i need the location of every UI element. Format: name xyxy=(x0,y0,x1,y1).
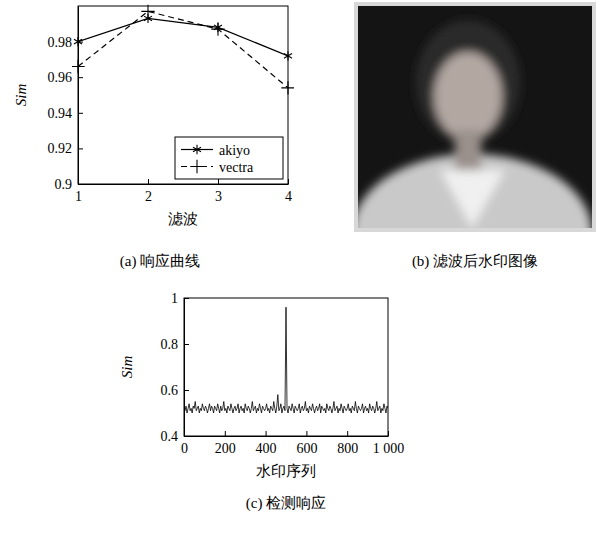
y-tick-mark xyxy=(78,113,83,114)
x-tick: 800 xyxy=(337,431,358,456)
image-panel xyxy=(352,2,596,310)
figure: 1 2 3 4 0.9 0.92 0.94 0.96 0.98 滤波 Sim (a) 响应曲线 akiy… xyxy=(0,0,601,549)
y-tick-label: 0.4 xyxy=(161,429,179,444)
x-tick-mark xyxy=(347,431,348,436)
x-tick-mark xyxy=(218,179,219,184)
x-tick: 600 xyxy=(296,431,317,456)
x-axis: 1 2 3 4 xyxy=(75,179,292,204)
x-tick-label: 800 xyxy=(337,441,358,456)
series-marker xyxy=(141,5,154,18)
caption: (a) 响应曲线 xyxy=(120,253,200,270)
y-tick: 0.92 xyxy=(48,141,84,156)
y-tick-label: 0.6 xyxy=(161,383,179,398)
y-tick-label: 0.9 xyxy=(55,177,73,192)
series-line xyxy=(78,11,288,88)
x-tick-label: 2 xyxy=(145,189,152,204)
y-tick: 0.9 xyxy=(55,177,84,192)
chart-panel: 1 2 3 4 0.9 0.92 0.94 0.96 0.98 滤波 Sim (a) 响应曲线 akiy… xyxy=(13,5,295,270)
plot-frame xyxy=(78,6,288,184)
y-tick-mark xyxy=(184,344,189,345)
x-tick-label: 1 000 xyxy=(373,441,405,456)
x-tick: 4 xyxy=(285,179,292,204)
series-line xyxy=(184,307,388,413)
x-tick-label: 3 xyxy=(215,189,222,204)
y-tick-label: 1 xyxy=(171,291,178,306)
plot-area xyxy=(78,11,288,88)
y-tick: 0.6 xyxy=(161,383,190,398)
x-axis-title: 滤波 xyxy=(168,211,198,227)
x-tick: 2 xyxy=(145,179,152,204)
y-tick-mark xyxy=(184,390,189,391)
series-marker xyxy=(74,37,82,46)
legend-box xyxy=(175,137,283,179)
legend-marker xyxy=(190,160,203,173)
marker-area xyxy=(72,5,294,95)
image-neck xyxy=(455,130,481,170)
x-tick-mark xyxy=(306,431,307,436)
x-tick-label: 1 xyxy=(75,189,82,204)
plot-area xyxy=(184,307,388,413)
x-tick-label: 400 xyxy=(256,441,277,456)
image-collar xyxy=(440,170,505,228)
series-line xyxy=(78,18,288,55)
x-tick: 400 xyxy=(256,431,277,456)
y-tick-label: 0.8 xyxy=(161,337,179,352)
image-face xyxy=(434,52,502,140)
legend: akiyo vectra xyxy=(175,137,283,179)
x-tick: 3 xyxy=(215,179,222,204)
y-axis: 0.9 0.92 0.94 0.96 0.98 xyxy=(48,7,84,192)
y-tick-label: 0.96 xyxy=(48,70,73,85)
legend-marker xyxy=(193,145,201,154)
axis-line xyxy=(185,436,389,437)
chart-panel: 0 200 400 600 800 1 000 0.4 0.6 0.8 1 水印序列 Sim (c) 检… xyxy=(119,291,404,512)
x-tick-mark xyxy=(288,179,289,184)
y-tick: 0.98 xyxy=(48,35,84,50)
caption: (c) 检测响应 xyxy=(246,495,326,512)
y-axis-title: Sim xyxy=(119,356,135,379)
x-axis: 0 200 400 600 800 1 000 xyxy=(181,431,404,456)
y-tick-mark xyxy=(184,436,189,437)
x-tick: 200 xyxy=(215,431,236,456)
y-axis-title: Sim xyxy=(13,84,29,107)
x-tick-mark xyxy=(148,179,149,184)
image-hair xyxy=(416,20,520,144)
y-tick: 0.8 xyxy=(161,337,190,352)
x-tick-label: 0 xyxy=(181,441,188,456)
y-tick-mark xyxy=(184,298,189,299)
x-tick-mark xyxy=(225,431,226,436)
series-marker xyxy=(284,51,292,60)
x-tick-mark xyxy=(266,431,267,436)
y-tick-mark xyxy=(78,77,83,78)
y-tick-label: 0.92 xyxy=(48,141,73,156)
caption: (b) 滤波后水印图像 xyxy=(412,253,538,270)
x-tick-label: 4 xyxy=(285,189,292,204)
series-marker xyxy=(281,81,294,94)
image xyxy=(358,6,592,228)
y-axis: 0.4 0.6 0.8 1 xyxy=(161,291,190,444)
axis-line xyxy=(79,184,289,185)
x-axis-title: 水印序列 xyxy=(256,463,316,479)
y-tick-label: 0.98 xyxy=(48,35,73,50)
x-tick-mark xyxy=(388,431,389,436)
x-tick: 1 000 xyxy=(373,431,405,456)
axis-line xyxy=(78,7,79,185)
series-marker xyxy=(211,22,224,35)
y-tick: 0.94 xyxy=(48,106,84,121)
y-tick-label: 0.94 xyxy=(48,106,73,121)
y-tick-mark xyxy=(78,184,83,185)
legend-label: akiyo xyxy=(219,143,250,158)
x-tick-label: 200 xyxy=(215,441,236,456)
x-tick-label: 600 xyxy=(296,441,317,456)
y-tick-mark xyxy=(78,148,83,149)
y-tick: 0.4 xyxy=(161,429,190,444)
plot-frame xyxy=(184,298,388,436)
y-tick: 1 xyxy=(171,291,189,306)
series-marker xyxy=(72,60,85,73)
legend-label: vectra xyxy=(219,160,254,175)
axis-line xyxy=(184,299,185,437)
